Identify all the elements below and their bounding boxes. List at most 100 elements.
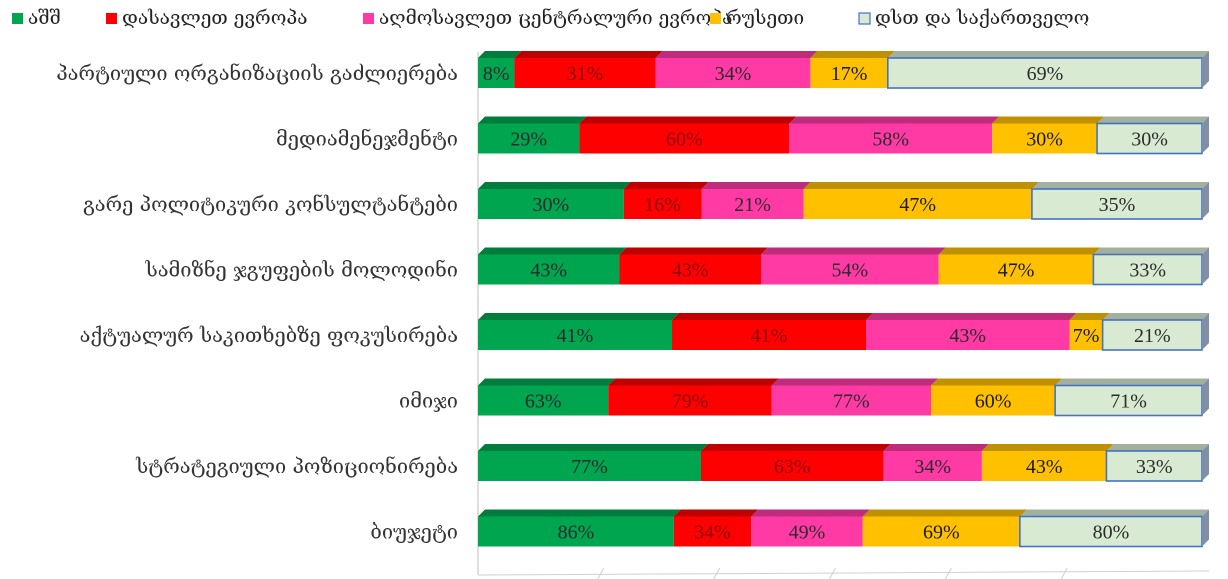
category-label: პარტიული ორგანიზაციის გაძლიერება [56,61,458,85]
bar-segment: 43% [478,247,627,285]
bar-segment: 21% [1101,313,1209,351]
bar-top-face [655,51,818,58]
bar-front-face [608,385,772,416]
bar-value-label: 34% [694,522,731,544]
bar-value-label: 34% [715,63,752,85]
bar-front-face [478,189,624,219]
bar-top-face [1055,378,1209,386]
bar-front-face [514,58,656,88]
bar-value-label: 43% [949,325,986,347]
bar-segment: 17% [810,51,895,88]
legend-label: აშშ [28,7,61,29]
bar-segment: 80% [1019,509,1209,548]
bar-front-face [619,254,762,285]
bar-front-face [478,254,620,285]
bar-top-face [478,378,616,386]
bar-segment: 21% [701,182,811,219]
bar-value-label: 63% [525,391,562,413]
bar-front-face [478,320,673,350]
bar-segment: 47% [803,182,1039,219]
bar-top-face [1097,116,1209,124]
axis-tick [713,567,721,579]
bar-value-label: 41% [751,325,788,347]
bar-value-label: 86% [558,522,595,544]
bar-front-face [992,123,1098,154]
legend-swatch [106,13,117,24]
bar-front-face [672,320,867,350]
bar-side-face [1202,51,1209,88]
category-label: ბიუჯეტი [370,520,458,544]
bar-top-face [789,116,1000,124]
bar-segment: 35% [1031,182,1209,220]
bar-front-face [700,451,884,481]
bar-value-label: 41% [557,325,594,347]
bar-top-face [673,509,759,517]
bar-value-label: 34% [914,456,951,478]
bar-top-face [981,444,1114,451]
category-label: სტრატეგიული პოზიციონირება [135,454,458,478]
axis-tick [1060,567,1068,579]
bar-top-face [931,378,1063,386]
bar-top-face [1069,313,1110,320]
bar-front-face [810,58,888,88]
bar-side-face [1202,247,1209,285]
bar-top-face [514,51,663,58]
bar-value-label: 33% [1136,456,1173,478]
bar-value-label: 71% [1110,391,1147,413]
bar-value-label: 77% [833,391,870,413]
bar-front-face [887,57,1203,89]
bar-top-face [761,247,946,255]
chart-legend: აშშ დასავლეთ ევროპა აღმოსავლეთ ცენტრალური … [12,7,1089,29]
legend-item: დასავლეთ ევროპა [106,7,307,29]
category-label: გარე პოლიტიკური კონსულტანტები [83,192,458,216]
bar-top-face [478,313,680,320]
legend-label: აღმოსავლეთ ცენტრალური ევროპა [379,7,732,29]
bar-top-face [803,182,1039,189]
bar-segment: 41% [672,313,874,350]
bar-segment: 63% [478,378,616,416]
legend-swatch [710,13,721,24]
bar-value-label: 79% [672,391,709,413]
bar-front-face [478,516,674,547]
bar-top-face [887,51,1209,58]
bar-value-label: 43% [1026,456,1063,478]
category-label: სამიზნე ჯგუფების მოლოდინი [145,258,458,282]
bar-side-face [1202,116,1209,154]
bar-value-label: 47% [998,260,1035,282]
bar-front-face [789,123,993,154]
bar-segment: 33% [1092,247,1209,286]
bar-top-face [751,509,870,517]
bar-segment: 86% [478,509,681,547]
bar-top-face [608,378,779,386]
bar-segment: 16% [623,182,709,219]
bar-top-face [771,378,939,386]
bar-segment: 71% [1054,378,1209,417]
bar-segment: 8% [478,51,522,88]
bar-value-label: 63% [774,456,811,478]
bar-top-face [478,509,681,517]
legend-label: რუსეთი [726,7,804,29]
bar-value-label: 43% [672,260,709,282]
bar-segment: 31% [514,51,663,88]
axis-tick [597,567,605,579]
bar-segment: 33% [1105,444,1209,482]
bar-top-face [1106,444,1209,451]
bar-value-label: 30% [1026,129,1063,151]
bar-value-label: 47% [899,194,936,216]
bar-value-label: 80% [1093,522,1130,544]
bar-side-face [1202,313,1209,350]
bar-value-label: 31% [567,63,604,85]
bar-front-face [1069,320,1103,350]
bar-segment: 30% [1096,116,1209,155]
bar-segment: 69% [887,51,1209,89]
bar-side-face [1202,378,1209,416]
bar-front-face [1031,188,1203,220]
bar-top-face [810,51,895,58]
bar-segment: 54% [761,247,946,285]
bar-front-face [866,320,1070,350]
bar-front-face [771,385,932,416]
bar-value-label: 30% [1131,129,1168,151]
bar-value-label: 7% [1073,325,1100,347]
bar-top-face [700,444,891,451]
